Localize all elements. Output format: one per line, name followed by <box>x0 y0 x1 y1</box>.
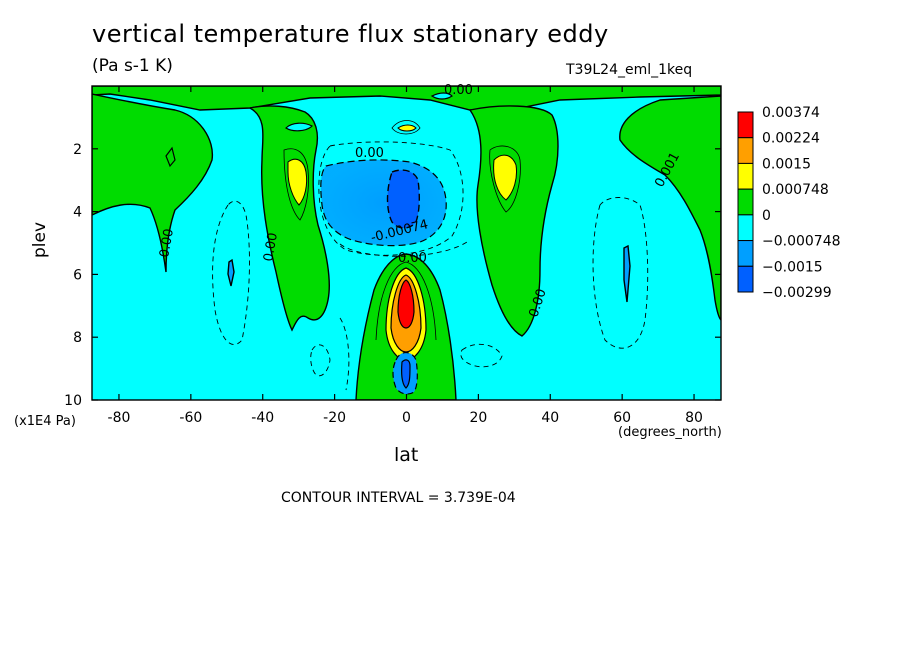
x-axis-units: (degrees_north) <box>618 425 722 440</box>
colorbar-label: 0.00224 <box>762 131 820 147</box>
fill-southern-highlat-negative <box>165 146 176 168</box>
neg-contour-south-surface <box>310 344 331 377</box>
y-axis-ticks: 2 4 6 8 10 <box>64 142 721 409</box>
neg-contour-eq-upper <box>318 141 464 256</box>
contour-label: 0.00 <box>398 251 427 266</box>
pos-contour-top <box>391 120 421 135</box>
colorbar-label: 0.000748 <box>762 182 829 198</box>
x-tick-label: -60 <box>179 410 202 426</box>
fill-southern-midlat-negative <box>227 258 235 287</box>
colorbar-label: −0.00299 <box>762 285 832 301</box>
colorbar-label: 0.0015 <box>762 156 811 172</box>
colorbar-swatch <box>737 240 754 267</box>
fill-southern-subtropical-positive <box>248 105 330 332</box>
y-tick-label: 2 <box>73 142 82 158</box>
fill-northern-yellow <box>493 154 517 201</box>
fill-southern-yellow <box>287 158 308 206</box>
contour-label: 0.00 <box>355 146 384 161</box>
colorbar-label: −0.0015 <box>762 259 823 275</box>
fill-southern-highlat-positive <box>92 93 214 273</box>
colorbar-label: 0.00374 <box>762 105 820 121</box>
fill-northern-midlat-negative <box>623 244 631 303</box>
contour-label: 0.00 <box>444 83 473 98</box>
fill-northern-subtropical-positive <box>468 105 559 337</box>
colorbar-swatch <box>737 265 754 293</box>
colorbar-swatch <box>737 188 754 216</box>
pos-contour-eq-column <box>375 261 437 341</box>
colorbar-swatch <box>737 214 754 242</box>
fill-top-positive <box>92 86 721 111</box>
contour-interval-label: CONTOUR INTERVAL = 3.739E-04 <box>281 490 516 506</box>
neg-contour-eq-upper-2 <box>339 239 471 257</box>
y-tick-label: 6 <box>73 267 82 283</box>
fill-eq-level-red <box>397 279 415 329</box>
chart-title: vertical temperature flux stationary edd… <box>92 20 609 48</box>
pos-contour-north-tongue <box>489 145 521 213</box>
pos-contour-south-tongue <box>283 148 309 221</box>
x-tick-label: -80 <box>108 410 131 426</box>
positive-contour-lines <box>283 120 521 341</box>
contour-label: 0.00 <box>157 228 177 259</box>
neg-contour-south-surface-2 <box>339 317 350 391</box>
colorbar-swatch <box>737 137 754 164</box>
colorbar-swatch <box>737 162 754 190</box>
fill-top-yellow <box>397 124 417 132</box>
colorbar-label: 0 <box>762 208 771 224</box>
fill-eq-surface-core <box>401 359 411 389</box>
fill-equatorial-negative-core <box>386 169 421 229</box>
colorbar-swatch <box>737 111 754 139</box>
x-tick-label: 60 <box>613 410 631 426</box>
x-tick-label: 40 <box>541 410 559 426</box>
contour-fill-layer <box>92 86 721 400</box>
colorbar-label: −0.000748 <box>762 234 841 250</box>
units-label: (Pa s-1 K) <box>92 56 173 76</box>
x-axis-ticks: -80 -60 -40 -20 0 20 40 60 80 <box>108 86 703 426</box>
fill-upper-south-pocket <box>285 122 314 132</box>
x-tick-label: -40 <box>251 410 274 426</box>
neg-contour-south-midlat <box>212 200 250 346</box>
contour-label: 0.00 <box>261 232 281 263</box>
run-id-label: T39L24_eml_1keq <box>566 62 693 78</box>
x-tick-label: -20 <box>323 410 346 426</box>
neg-contour-north-surface <box>460 343 503 368</box>
x-tick-label: 0 <box>402 410 411 426</box>
negative-contour-lines <box>212 141 649 391</box>
neg-contour-north-midlat <box>592 197 649 349</box>
y-tick-label: 8 <box>73 330 82 346</box>
x-tick-label: 80 <box>685 410 703 426</box>
x-tick-label: 20 <box>469 410 487 426</box>
fill-top-shallow-negative <box>430 92 453 100</box>
colorbar: 0.00374 0.00224 0.0015 0.000748 0 −0.000748 −0… <box>737 105 841 301</box>
y-tick-label: 4 <box>73 205 82 221</box>
x-axis-label: lat <box>394 444 419 466</box>
y-axis-units: (x1E4 Pa) <box>14 414 76 429</box>
fill-northern-highlat-positive <box>619 95 721 321</box>
y-tick-label: 10 <box>64 393 82 409</box>
